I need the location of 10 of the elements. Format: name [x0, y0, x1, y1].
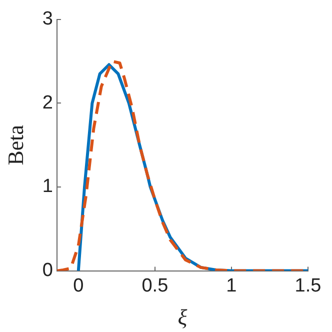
- x-tick-label: 0: [73, 275, 84, 296]
- y-tick-label: 1: [42, 176, 53, 198]
- x-tick-label: 1: [226, 275, 237, 296]
- y-tick-label: 0: [42, 260, 53, 282]
- x-axis-title: ξ: [178, 304, 188, 330]
- y-tick-label: 2: [42, 92, 53, 114]
- y-axis-title: Beta: [2, 124, 28, 166]
- x-tick-label: 0.5: [142, 275, 168, 296]
- y-tick-label: 3: [42, 8, 53, 30]
- x-tick-label: 1.5: [294, 275, 322, 296]
